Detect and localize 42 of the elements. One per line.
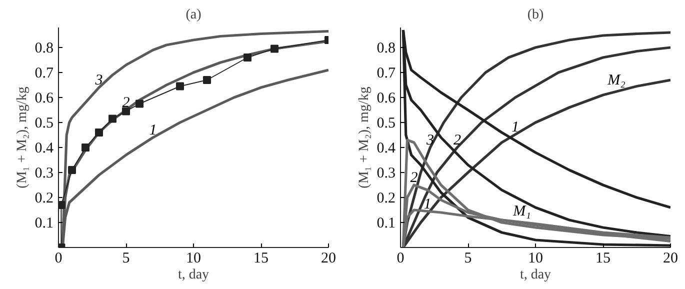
x-tick-label: 20 [321, 250, 336, 266]
y-tick-label: 0.8 [34, 40, 54, 56]
y-tick-label: 0.4 [34, 140, 54, 156]
x-axis-title: t, day [178, 268, 210, 282]
y-tick-label: 0.8 [376, 40, 396, 56]
y-tick-label: 0.5 [34, 116, 54, 132]
x-tick-label: 10 [186, 250, 201, 266]
x-tick-label: 15 [596, 250, 610, 266]
y-tick-label: 0.1 [34, 216, 54, 232]
x-tick-label: 10 [528, 250, 543, 266]
annotation: 2 [410, 170, 418, 186]
y-tick-label: 0.3 [34, 166, 54, 182]
annotation: 1 [512, 120, 519, 136]
y-tick-label: 0.6 [34, 90, 54, 106]
y-tick-label: 0.2 [34, 190, 54, 206]
annotation: 3 [94, 72, 103, 88]
y-tick-label: 0.6 [376, 90, 396, 106]
x-tick-label: 20 [663, 250, 678, 266]
y-tick-label: 0.2 [376, 190, 396, 206]
chart-title: (b) [527, 8, 544, 22]
y-tick-label: 0.5 [376, 116, 396, 132]
y-tick-label: 0.1 [376, 216, 396, 232]
x-tick-label: 0 [396, 250, 404, 266]
x-tick-label: 15 [254, 250, 268, 266]
x-tick-label: 5 [464, 250, 472, 266]
y-axis-title: (M₁ + M₂), mg/kg [356, 86, 372, 188]
x-tick-label: 5 [122, 250, 130, 266]
annotation: 2 [122, 95, 130, 111]
x-axis-title: t, day [520, 268, 552, 282]
chart-title: (a) [186, 8, 202, 22]
x-tick-label: 0 [54, 250, 62, 266]
annotation: 1 [149, 122, 157, 138]
y-axis-title: (M₁ + M₂), mg/kg [14, 86, 30, 188]
y-tick-label: 0.7 [376, 66, 396, 82]
y-tick-label: 0.4 [376, 140, 396, 156]
y-tick-label: 0.3 [376, 166, 396, 182]
annotation: M₁ [512, 203, 531, 220]
annotation: M₂ [606, 72, 626, 88]
y-tick-label: 0.7 [34, 66, 54, 82]
annotation: 1 [424, 196, 432, 212]
annotation: 3 [425, 132, 434, 148]
annotation: 2 [453, 132, 462, 148]
